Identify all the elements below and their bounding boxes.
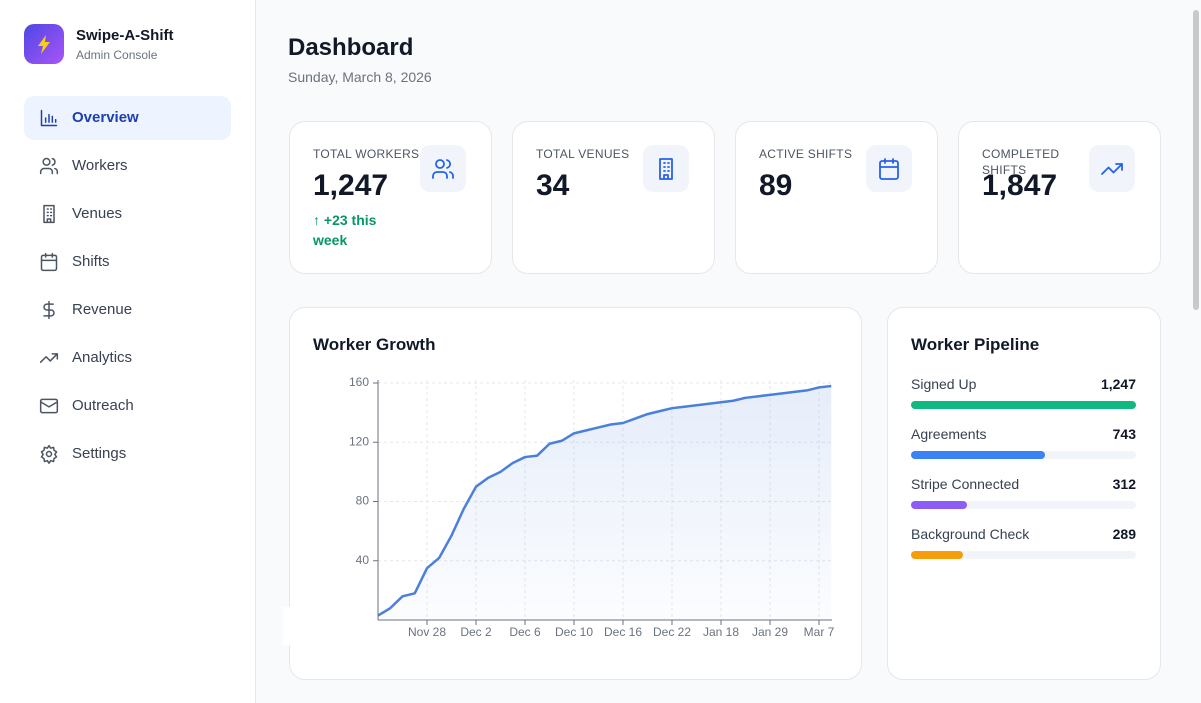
scrollbar-thumb[interactable] bbox=[1193, 10, 1199, 310]
line-area bbox=[378, 385, 832, 620]
stat-icon bbox=[643, 145, 689, 192]
icon bbox=[40, 109, 58, 127]
pipeline-value: 289 bbox=[1112, 526, 1136, 542]
icon bbox=[879, 157, 899, 180]
stat-value: 89 bbox=[759, 169, 793, 202]
stat-icon bbox=[1089, 145, 1135, 192]
icon bbox=[39, 353, 59, 363]
stat-icon bbox=[420, 145, 466, 192]
x-tick-label: Dec 10 bbox=[555, 625, 593, 639]
x-tick-label: Jan 29 bbox=[752, 625, 788, 639]
pipeline-title: Worker Pipeline bbox=[911, 335, 1040, 354]
nav-item[interactable]: Revenue bbox=[72, 301, 133, 318]
line-series bbox=[377, 384, 832, 617]
pipeline-bar bbox=[911, 451, 1046, 459]
icon bbox=[39, 398, 59, 414]
x-tick-label: Jan 18 bbox=[703, 625, 739, 639]
icon bbox=[39, 157, 59, 175]
pipeline-label: Agreements bbox=[911, 426, 987, 442]
pipeline-bar bbox=[911, 501, 968, 509]
nav-item[interactable]: Venues bbox=[72, 205, 123, 222]
pipeline-bar bbox=[911, 401, 1136, 409]
nav-item[interactable]: Shifts bbox=[72, 253, 110, 270]
pipeline-value: 743 bbox=[1112, 426, 1136, 442]
nav-item[interactable]: Settings bbox=[72, 445, 127, 462]
nav-icon bbox=[39, 108, 59, 128]
pipeline-label: Stripe Connected bbox=[911, 476, 1020, 492]
nav-icon bbox=[39, 348, 59, 368]
icon bbox=[43, 300, 55, 320]
pipeline-track bbox=[911, 501, 1136, 509]
overlay-patch bbox=[283, 607, 375, 645]
stat-value: 34 bbox=[536, 169, 570, 202]
pipeline-bar bbox=[911, 551, 964, 559]
stat-label: TOTAL VENUES bbox=[536, 147, 630, 161]
nav-item[interactable]: Overview bbox=[72, 109, 139, 126]
nav-icon bbox=[39, 444, 59, 464]
nav-icon bbox=[39, 204, 59, 224]
stat-card bbox=[512, 121, 715, 274]
stat-label: ACTIVE SHIFTS bbox=[759, 147, 853, 161]
pipeline-value: 312 bbox=[1112, 476, 1136, 492]
page-title: Dashboard bbox=[288, 34, 414, 61]
stat-value: 1,847 bbox=[982, 169, 1058, 202]
nav-icon bbox=[39, 300, 59, 320]
brand-subtitle: Admin Console bbox=[76, 48, 158, 62]
nav-item[interactable]: Workers bbox=[72, 157, 128, 174]
nav-item[interactable]: Outreach bbox=[72, 397, 134, 414]
stat-icon bbox=[866, 145, 912, 192]
x-tick-label: Dec 16 bbox=[604, 625, 642, 639]
icon bbox=[43, 204, 55, 224]
stat-label: COMPLETED SHIFTS bbox=[982, 147, 1060, 177]
nav-icon bbox=[39, 396, 59, 416]
stat-note: ↑ +23 this week bbox=[313, 212, 377, 248]
page-date: Sunday, March 8, 2026 bbox=[288, 69, 432, 85]
x-tick-label: Dec 22 bbox=[653, 625, 691, 639]
x-tick-label: Mar 7 bbox=[804, 625, 835, 639]
y-tick-label: 120 bbox=[349, 434, 369, 448]
y-tick-label: 80 bbox=[356, 494, 370, 508]
brand-name: Swipe-A-Shift bbox=[76, 27, 174, 44]
pipeline-label: Background Check bbox=[911, 526, 1030, 542]
pipeline-track bbox=[911, 551, 1136, 559]
pipeline-card bbox=[887, 307, 1161, 680]
stat-label: TOTAL WORKERS bbox=[313, 147, 420, 161]
pipeline-value: 1,247 bbox=[1100, 376, 1136, 392]
nav-item[interactable]: Analytics bbox=[72, 349, 133, 366]
y-tick-label: 160 bbox=[349, 375, 369, 389]
icon bbox=[432, 158, 454, 179]
nav-active-bg[interactable] bbox=[24, 96, 231, 140]
nav-icon bbox=[39, 252, 59, 272]
pipeline-label: Signed Up bbox=[911, 376, 977, 392]
logo-bolt bbox=[38, 35, 50, 54]
stat-value: 1,247 bbox=[313, 169, 389, 202]
x-tick-label: Dec 2 bbox=[460, 625, 492, 639]
icon bbox=[659, 157, 673, 180]
chart-title: Worker Growth bbox=[313, 335, 436, 354]
icon bbox=[1101, 162, 1123, 175]
icon bbox=[40, 444, 58, 464]
x-tick-label: Nov 28 bbox=[408, 625, 446, 639]
nav-icon bbox=[39, 156, 59, 176]
brand-logo bbox=[24, 24, 64, 64]
y-tick-label: 40 bbox=[356, 553, 370, 567]
x-tick-label: Dec 6 bbox=[509, 625, 541, 639]
icon bbox=[40, 252, 58, 272]
